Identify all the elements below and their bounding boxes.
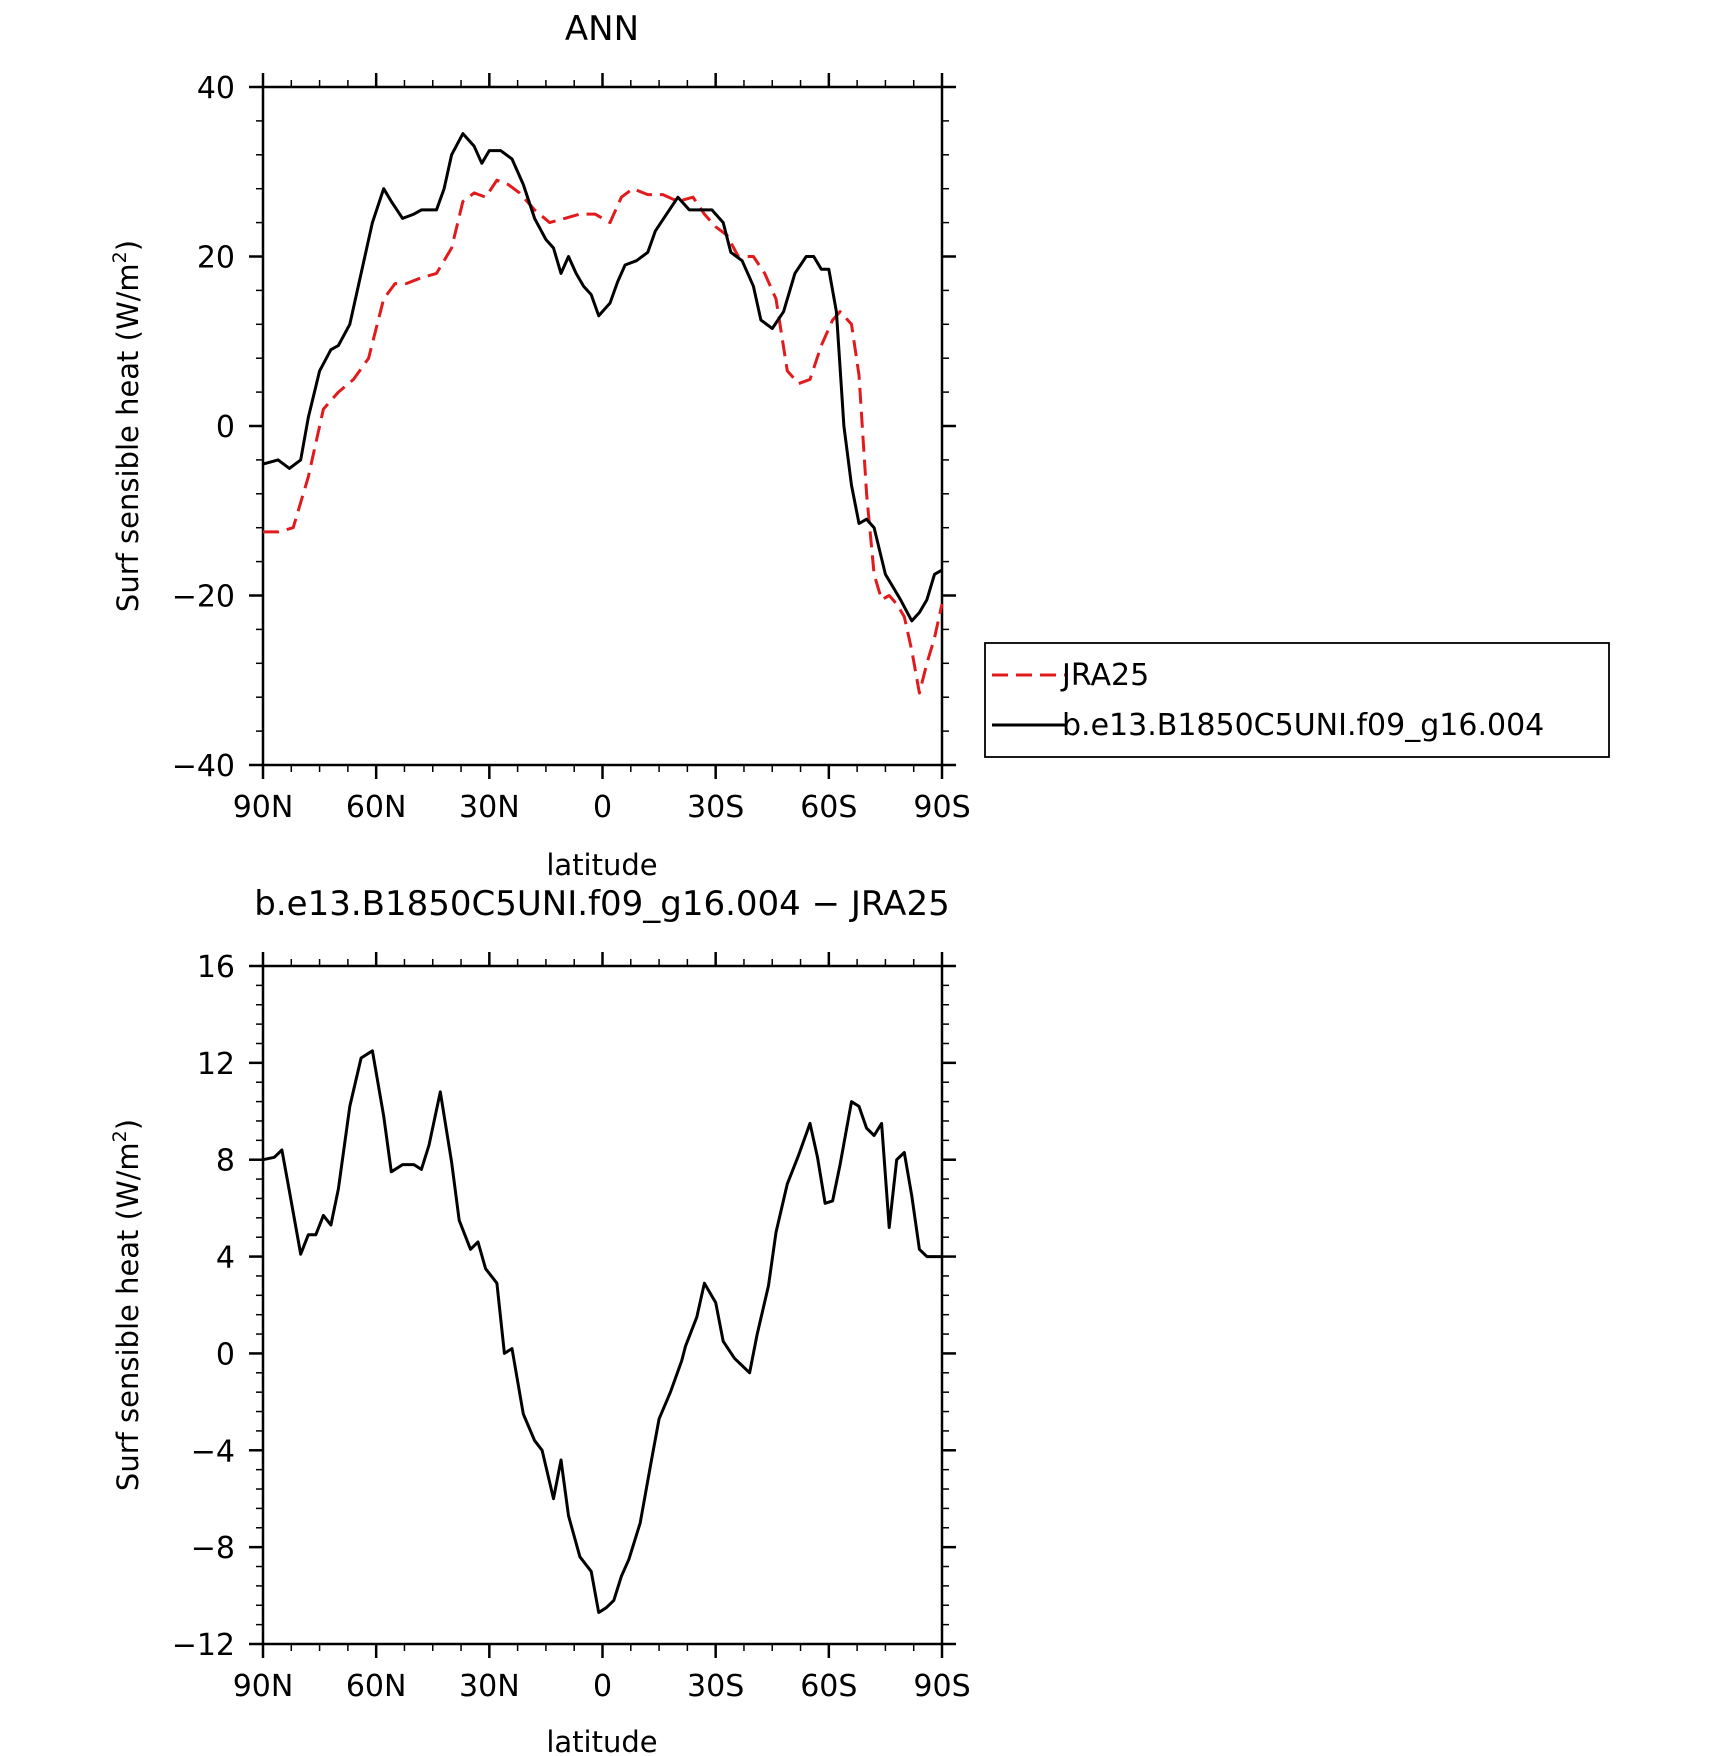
top-x-axis-label: latitude xyxy=(546,848,657,882)
bottom-x-axis-label: latitude xyxy=(546,1725,657,1756)
bottom-x-tick-label: 90S xyxy=(913,1669,970,1704)
top-y-tick-label: −40 xyxy=(172,749,235,784)
top-panel: ANN 90N 60N 30N 0 30S 60S 90S 40 20 0 −20 −40 lati… xyxy=(109,9,1610,882)
top-x-tick-labels: 90N 60N 30N 0 30S 60S 90S xyxy=(233,790,971,825)
bottom-plot-frame xyxy=(261,964,944,1646)
bottom-y-tick-label: 16 xyxy=(197,950,235,985)
bottom-x-tick-labels: 90N 60N 30N 0 30S 60S 90S xyxy=(233,1669,971,1704)
bottom-axis-ticks xyxy=(249,952,956,1658)
top-chart-title: ANN xyxy=(565,9,639,49)
bottom-x-tick-label: 0 xyxy=(593,1669,612,1704)
top-series-line-0 xyxy=(263,178,944,695)
bottom-chart-title: b.e13.B1850C5UNI.f09_g16.004 − JRA25 xyxy=(254,884,949,924)
top-x-tick-label: 60N xyxy=(346,790,407,825)
top-x-tick-label: 60S xyxy=(800,790,857,825)
top-y-tick-label: 0 xyxy=(216,410,235,445)
bottom-y-tick-label: 0 xyxy=(216,1337,235,1372)
top-y-axis-label-main: Surf sensible heat (W/m xyxy=(111,263,145,612)
bottom-x-tick-label: 60S xyxy=(800,1669,857,1704)
legend-label-model: b.e13.B1850C5UNI.f09_g16.004 xyxy=(1062,708,1544,743)
bottom-panel: b.e13.B1850C5UNI.f09_g16.004 − JRA25 90N… xyxy=(109,884,971,1756)
legend-box xyxy=(984,642,1610,758)
top-x-tick-label: 30N xyxy=(459,790,520,825)
bottom-y-axis-label: Surf sensible heat (W/m2) xyxy=(109,1119,145,1491)
bottom-x-tick-label: 30N xyxy=(459,1669,520,1704)
bottom-y-tick-label: −8 xyxy=(191,1531,235,1566)
legend: JRA25 b.e13.B1850C5UNI.f09_g16.004 xyxy=(984,642,1610,758)
top-y-axis-label-sup: 2 xyxy=(109,251,131,263)
top-y-axis-label: Surf sensible heat (W/m2) xyxy=(109,240,145,612)
bottom-y-tick-label: −12 xyxy=(172,1628,235,1663)
legend-label-jra25: JRA25 xyxy=(1060,658,1149,693)
bottom-y-axis-label-sup: 2 xyxy=(109,1130,131,1142)
bottom-y-tick-labels: 16 12 8 4 0 −4 −8 −12 xyxy=(172,950,235,1663)
bottom-y-tick-label: 4 xyxy=(216,1241,235,1276)
top-x-tick-label: 90S xyxy=(913,790,970,825)
top-y-tick-label: −20 xyxy=(172,580,235,615)
bottom-y-tick-label: 12 xyxy=(197,1047,235,1082)
top-y-tick-label: 40 xyxy=(197,71,235,106)
bottom-x-tick-label: 30S xyxy=(687,1669,744,1704)
top-x-tick-label: 90N xyxy=(233,790,294,825)
top-axis-ticks xyxy=(249,73,956,779)
top-y-tick-label: 20 xyxy=(197,241,235,276)
top-series-line-1 xyxy=(262,132,943,623)
top-plot-frame xyxy=(261,85,944,767)
top-y-tick-labels: 40 20 0 −20 −40 xyxy=(172,71,235,784)
bottom-x-tick-label: 60N xyxy=(346,1669,407,1704)
top-x-tick-label: 30S xyxy=(687,790,744,825)
bottom-series-line-0 xyxy=(262,1049,942,1614)
bottom-y-tick-label: 8 xyxy=(216,1144,235,1179)
bottom-x-tick-label: 90N xyxy=(233,1669,294,1704)
bottom-y-tick-label: −4 xyxy=(191,1434,235,1469)
top-series-lines xyxy=(262,132,944,695)
bottom-y-axis-label-main: Surf sensible heat (W/m xyxy=(111,1142,145,1491)
top-x-tick-label: 0 xyxy=(593,790,612,825)
bottom-y-axis-label-tail: ) xyxy=(111,1119,145,1130)
top-y-axis-label-tail: ) xyxy=(111,240,145,251)
bottom-series-lines xyxy=(262,1049,942,1614)
